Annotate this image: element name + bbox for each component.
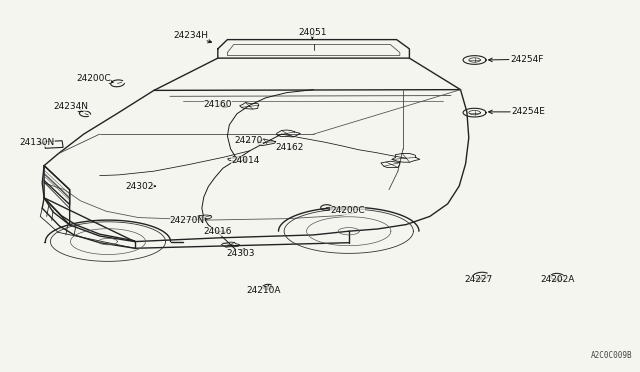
- Text: 24014: 24014: [231, 156, 259, 165]
- Text: 24270N: 24270N: [170, 216, 206, 225]
- Text: 24200C: 24200C: [330, 206, 365, 215]
- Text: 24234H: 24234H: [173, 31, 212, 43]
- Text: 24016: 24016: [204, 227, 232, 236]
- Polygon shape: [44, 141, 63, 148]
- Text: 24303: 24303: [226, 249, 255, 258]
- Text: 24200C: 24200C: [76, 74, 113, 83]
- Text: 24254F: 24254F: [488, 55, 544, 64]
- Text: 24051: 24051: [298, 28, 326, 39]
- Text: 24227: 24227: [464, 275, 493, 284]
- Text: 24254E: 24254E: [488, 108, 545, 116]
- Text: 24234N: 24234N: [54, 102, 88, 112]
- Text: 24210A: 24210A: [246, 286, 281, 295]
- Text: 24162: 24162: [276, 143, 304, 152]
- Text: 24270: 24270: [234, 136, 262, 145]
- Text: 24160: 24160: [204, 100, 232, 109]
- Text: A2C0C009B: A2C0C009B: [591, 351, 633, 360]
- Text: 24202A: 24202A: [540, 275, 575, 284]
- Text: 24130N: 24130N: [20, 138, 55, 147]
- Text: 24302: 24302: [125, 182, 156, 191]
